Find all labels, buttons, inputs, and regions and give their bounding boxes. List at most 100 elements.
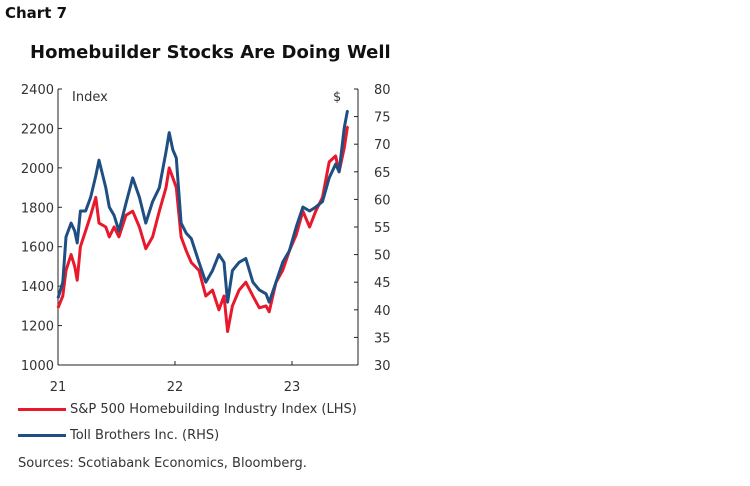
right-tick-label: 45 bbox=[374, 276, 391, 291]
right-tick-label: 50 bbox=[374, 249, 391, 264]
data-point bbox=[245, 281, 247, 284]
data-point bbox=[138, 226, 141, 228]
data-point bbox=[334, 163, 337, 165]
data-point bbox=[131, 210, 134, 213]
data-point bbox=[245, 257, 247, 260]
series-line-toll-brothers bbox=[56, 110, 349, 304]
data-point bbox=[108, 206, 111, 208]
data-point bbox=[104, 226, 107, 228]
data-point bbox=[131, 177, 134, 179]
data-point bbox=[113, 226, 115, 228]
data-point bbox=[168, 131, 171, 134]
data-point bbox=[204, 295, 207, 297]
data-point bbox=[190, 261, 193, 264]
data-point bbox=[314, 206, 317, 208]
data-point bbox=[180, 222, 182, 224]
data-point bbox=[211, 269, 214, 272]
data-point bbox=[226, 330, 229, 333]
data-point bbox=[145, 222, 147, 224]
data-point bbox=[295, 234, 297, 236]
data-point bbox=[226, 301, 229, 303]
data-point bbox=[89, 196, 92, 198]
right-tick-label: 75 bbox=[374, 111, 391, 126]
data-point bbox=[231, 269, 234, 272]
left-tick-label: 1000 bbox=[21, 359, 54, 374]
data-point bbox=[302, 206, 304, 208]
data-point bbox=[165, 151, 167, 153]
data-point bbox=[98, 222, 100, 224]
data-point bbox=[95, 196, 97, 199]
data-point bbox=[151, 200, 154, 203]
chart-title: Homebuilder Stocks Are Doing Well bbox=[30, 42, 391, 63]
chart-number-label: Chart 7 bbox=[5, 4, 68, 22]
data-point bbox=[204, 281, 207, 284]
right-tick-label: 60 bbox=[374, 193, 391, 208]
data-point bbox=[211, 289, 214, 291]
data-point bbox=[62, 295, 64, 297]
right-tick-label: 40 bbox=[374, 304, 391, 319]
data-point bbox=[198, 269, 200, 272]
sources-note: Sources: Scotiabank Economics, Bloomberg… bbox=[18, 456, 307, 471]
data-point bbox=[238, 261, 240, 264]
data-point bbox=[343, 127, 346, 129]
data-point bbox=[190, 237, 193, 240]
data-point bbox=[198, 261, 200, 264]
data-point bbox=[108, 236, 111, 238]
data-point bbox=[275, 281, 277, 284]
data-point bbox=[238, 289, 240, 291]
left-tick-label: 1200 bbox=[21, 320, 54, 335]
data-point bbox=[57, 307, 59, 309]
data-point bbox=[104, 187, 107, 189]
data-point bbox=[62, 281, 64, 284]
data-point bbox=[79, 210, 82, 212]
data-point bbox=[343, 147, 346, 149]
data-point bbox=[118, 230, 120, 232]
data-point bbox=[158, 210, 161, 213]
legend-label: S&P 500 Homebuilding Industry Index (LHS… bbox=[70, 402, 357, 417]
data-point bbox=[113, 214, 115, 217]
left-tick-label: 1400 bbox=[21, 280, 54, 295]
data-point bbox=[70, 253, 72, 256]
right-tick-label: 65 bbox=[374, 166, 391, 181]
data-point bbox=[79, 245, 82, 248]
data-point bbox=[185, 249, 188, 252]
data-point bbox=[151, 236, 154, 238]
data-point bbox=[265, 305, 267, 307]
left-tick-label: 2400 bbox=[21, 83, 54, 98]
series-line-sp500-homebuilding bbox=[56, 126, 349, 333]
data-point bbox=[89, 214, 92, 216]
legend-item-sp500-homebuilding: S&P 500 Homebuilding Industry Index (LHS… bbox=[18, 402, 357, 417]
data-point bbox=[76, 279, 79, 282]
data-point bbox=[346, 125, 349, 128]
data-point bbox=[175, 157, 178, 159]
x-tick-label: 23 bbox=[284, 380, 301, 395]
data-point bbox=[84, 210, 87, 212]
data-point bbox=[158, 187, 161, 189]
data-point bbox=[73, 230, 76, 232]
data-point bbox=[138, 196, 141, 198]
data-point bbox=[218, 253, 220, 256]
data-point bbox=[125, 202, 127, 205]
data-point bbox=[268, 301, 271, 303]
data-point bbox=[175, 186, 178, 189]
data-point bbox=[252, 295, 254, 297]
right-tick-label: 35 bbox=[374, 331, 391, 346]
data-point bbox=[328, 177, 330, 179]
right-tick-label: 30 bbox=[374, 359, 391, 374]
data-point bbox=[218, 309, 220, 311]
data-point bbox=[125, 214, 127, 216]
data-point bbox=[118, 236, 120, 238]
data-point bbox=[338, 171, 340, 173]
left-tick-label: 2000 bbox=[21, 162, 54, 177]
data-point bbox=[308, 226, 311, 228]
data-point bbox=[185, 232, 188, 234]
legend-swatch-blue bbox=[18, 434, 66, 437]
left-tick-label: 1600 bbox=[21, 241, 54, 256]
data-point bbox=[168, 167, 171, 169]
data-point bbox=[321, 200, 324, 203]
data-point bbox=[171, 148, 174, 151]
data-point bbox=[180, 236, 182, 238]
data-point bbox=[258, 307, 261, 309]
data-point bbox=[57, 297, 59, 300]
